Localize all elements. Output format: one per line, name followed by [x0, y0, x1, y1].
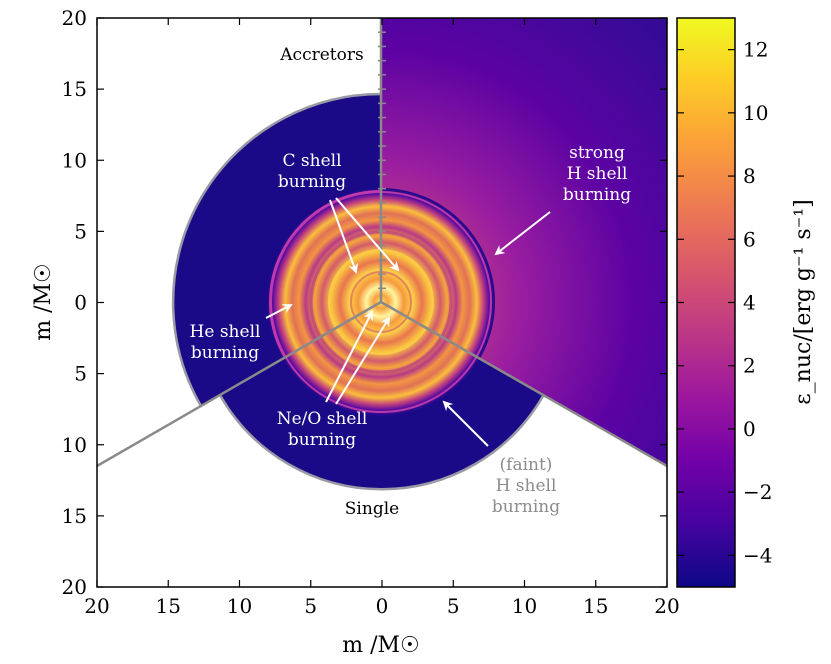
neo-shell-label: Ne/O shell burning	[277, 409, 368, 450]
accretors-label: Accretors	[279, 45, 363, 65]
y-tick-label: 15	[62, 504, 87, 528]
colorbar-tick-label: −4	[743, 543, 772, 567]
colorbar	[676, 17, 736, 588]
colorbar-tick-label: 0	[743, 417, 756, 441]
colorbar-tick-label: −2	[743, 480, 772, 504]
plot-area	[97, 18, 667, 491]
x-tick-label: 5	[304, 594, 317, 618]
x-tick-label: 15	[156, 594, 181, 618]
colorbar-tick-label: 12	[743, 38, 768, 62]
neo-shell-arrow-2	[335, 316, 391, 405]
annotation-line: Single	[345, 499, 399, 519]
arrows	[265, 197, 551, 447]
annotation-line: burning	[492, 497, 560, 517]
annotation-line: burning	[191, 343, 259, 363]
annotation-line: strong	[569, 143, 625, 163]
c-shell-label: C shell burning	[278, 151, 346, 192]
c-shell-arrow-1	[329, 199, 358, 274]
neo-shell-arrow-1	[325, 310, 373, 403]
colorbar-label: ε_nuc/[erg g⁻¹ s⁻¹]	[791, 199, 816, 404]
divider-ticks	[378, 18, 386, 290]
y-tick-label: 5	[74, 362, 87, 386]
x-tick-label: 20	[654, 594, 679, 618]
y-tick-label: 0	[74, 291, 87, 315]
accretor-sector	[381, 18, 667, 466]
y-axis-title: m /M☉	[31, 263, 56, 341]
y-tick-label: 15	[62, 77, 87, 101]
x-tick-label: 15	[583, 594, 608, 618]
x-tick-label: 10	[512, 594, 537, 618]
annotation-line: burning	[288, 430, 356, 450]
y-tick-label: 20	[62, 6, 87, 30]
colorbar-tick-label: 4	[743, 291, 756, 315]
y-tick-label: 10	[62, 433, 87, 457]
single-label: Single	[345, 499, 399, 519]
colorbar-tick-label: 8	[743, 164, 756, 188]
divider-right	[380, 300, 667, 468]
annotation-line: burning	[278, 172, 346, 192]
x-tick-label: 5	[447, 594, 460, 618]
annotation-line: He shell	[190, 322, 261, 342]
faint-h-shell-arrow	[442, 400, 489, 447]
x-tick-label: 0	[376, 594, 389, 618]
annotation-line: H shell	[567, 164, 628, 184]
c-shell-arrow-2	[335, 197, 400, 272]
x-axis-title: m /M☉	[342, 633, 420, 658]
colorbar-tick-label: 10	[743, 101, 768, 125]
annotation-line: burning	[563, 185, 631, 205]
x-axis-ticks: 20 15 10 5 0 5 10 15 20	[84, 18, 680, 618]
he-shell-label: He shell burning	[190, 322, 261, 363]
x-tick-label: 10	[227, 594, 252, 618]
annotation-line: Ne/O shell	[277, 409, 368, 429]
colorbar-tick-label: 2	[743, 354, 756, 378]
annotation-line: Accretors	[279, 45, 363, 65]
h-shell-circle-outer	[269, 190, 381, 406]
y-tick-label: 20	[62, 575, 87, 599]
single-lower-arc	[218, 394, 545, 491]
he-shell-arrow	[265, 304, 293, 319]
colorbar-ticks: 12 10 8 6 4 2 0 −2 −4	[677, 38, 772, 567]
single-outer-arc	[171, 92, 382, 407]
annotation-line: (faint)	[500, 455, 553, 475]
annotation-line: C shell	[282, 151, 341, 171]
colorbar-tick-label: 6	[743, 227, 756, 251]
annotation-line: H shell	[496, 476, 557, 496]
x-tick-label: 20	[84, 594, 109, 618]
y-tick-label: 5	[74, 219, 87, 243]
y-axis-ticks: 20 15 10 5 0 5 10 15 20	[62, 6, 667, 599]
strong-h-shell-arrow	[494, 211, 551, 256]
faint-h-shell-label: (faint) H shell burning	[492, 455, 560, 517]
divider-left	[97, 300, 382, 468]
y-tick-label: 10	[62, 148, 87, 172]
strong-h-shell-label: strong H shell burning	[563, 143, 631, 205]
